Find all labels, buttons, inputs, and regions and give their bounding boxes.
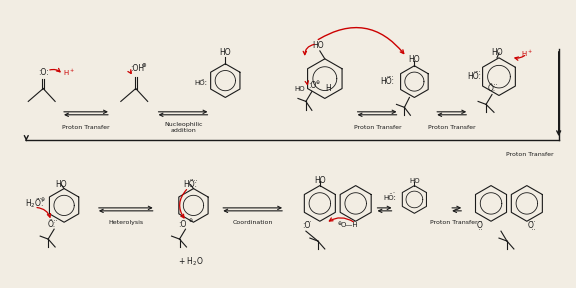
Text: Proton Transfer: Proton Transfer (430, 220, 478, 225)
Text: Heterolysis: Heterolysis (108, 220, 143, 225)
Text: Coordination: Coordination (233, 220, 274, 225)
Text: $\oplus$: $\oplus$ (337, 219, 343, 227)
Text: ··: ·· (351, 219, 357, 224)
Text: O: O (476, 221, 482, 230)
Text: $\oplus$: $\oplus$ (141, 61, 147, 69)
Text: HÖ:: HÖ: (467, 72, 481, 81)
Text: Proton Transfer: Proton Transfer (506, 152, 554, 158)
Text: HO: HO (491, 48, 503, 57)
Text: Nucleophilic
addition: Nucleophilic addition (164, 122, 203, 132)
Text: HO: HO (55, 180, 67, 189)
Text: H$^+$: H$^+$ (63, 68, 75, 78)
Text: H: H (325, 84, 331, 93)
Text: ··: ·· (493, 82, 499, 87)
Text: ··: ·· (36, 196, 42, 201)
Text: :OH: :OH (130, 64, 144, 73)
Text: ··: ·· (478, 227, 484, 232)
Text: Proton Transfer: Proton Transfer (429, 125, 476, 130)
Text: ··: ·· (307, 219, 313, 224)
Text: HO: HO (312, 41, 324, 50)
Text: HÖ:: HÖ: (184, 180, 198, 189)
Text: HÖ:: HÖ: (381, 77, 395, 86)
Text: O—H: O—H (341, 222, 358, 228)
Text: :O: :O (308, 81, 316, 90)
Text: H$_2$Ö:: H$_2$Ö: (25, 197, 44, 210)
Text: Ö:: Ö: (488, 84, 496, 93)
Text: $\oplus$: $\oplus$ (188, 216, 194, 224)
Text: $\oplus$: $\oplus$ (40, 196, 46, 203)
Text: Ö:: Ö: (48, 220, 56, 229)
Text: ··: ·· (531, 227, 537, 232)
Text: ··: ·· (476, 69, 482, 74)
Text: + H$_2$O: + H$_2$O (177, 256, 203, 268)
Text: ··: ·· (478, 219, 484, 224)
Text: :O: :O (179, 220, 187, 229)
Text: ··: ·· (391, 192, 396, 196)
Text: ··: ·· (531, 219, 537, 224)
Text: O: O (528, 221, 534, 230)
Text: :O: :O (302, 221, 310, 230)
Text: HO: HO (219, 48, 231, 57)
Text: HO: HO (314, 176, 325, 185)
Text: HO: HO (408, 55, 420, 64)
Text: ··: ·· (389, 74, 395, 79)
Text: :O:: :O: (38, 68, 48, 77)
Text: Proton Transfer: Proton Transfer (354, 125, 401, 130)
Text: HÖ:: HÖ: (383, 194, 396, 201)
Text: H$^+$: H$^+$ (521, 49, 533, 59)
Text: ··: ·· (192, 178, 198, 183)
Text: HO: HO (409, 178, 420, 184)
Text: Proton Transfer: Proton Transfer (62, 125, 110, 130)
Text: ··: ·· (53, 218, 59, 223)
Text: HÖ:: HÖ: (194, 79, 207, 86)
Text: HO: HO (295, 86, 305, 92)
Text: $\oplus$: $\oplus$ (315, 77, 321, 86)
